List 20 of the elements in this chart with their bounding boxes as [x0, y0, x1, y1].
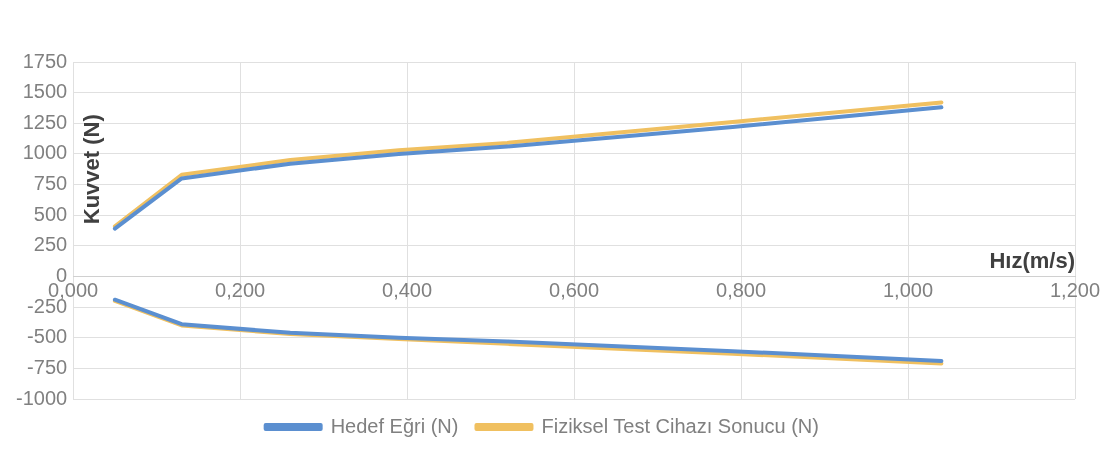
- y-tick-label: 1500: [22, 80, 68, 103]
- y-tick-label: 250: [33, 233, 68, 256]
- y-axis-title: Kuvvet (N): [79, 114, 105, 225]
- x-tick-label: 0,200: [215, 278, 266, 301]
- y-tick-label: 1000: [22, 141, 68, 164]
- x-tick-label: 0,800: [716, 278, 767, 301]
- y-tick-label: 500: [33, 202, 68, 225]
- legend-label: Fiziksel Test Cihazı Sonucu (N): [541, 414, 819, 437]
- y-tick-label: -750: [27, 355, 68, 378]
- y-tick-label: -1000: [16, 386, 68, 409]
- x-tick-label: 1,000: [882, 278, 934, 301]
- y-tick-label: 1250: [22, 110, 68, 133]
- legend-label: Hedef Eğri (N): [330, 414, 459, 437]
- y-tick-label: 1750: [22, 49, 68, 72]
- y-tick-label: 750: [33, 172, 68, 195]
- x-tick-label: 1,200: [1049, 278, 1101, 301]
- x-axis-title: Hız(m/s): [989, 247, 1075, 273]
- y-tick-label: -500: [27, 325, 68, 348]
- x-tick-label: 0,400: [382, 278, 433, 301]
- x-tick-label: 0,600: [549, 278, 600, 301]
